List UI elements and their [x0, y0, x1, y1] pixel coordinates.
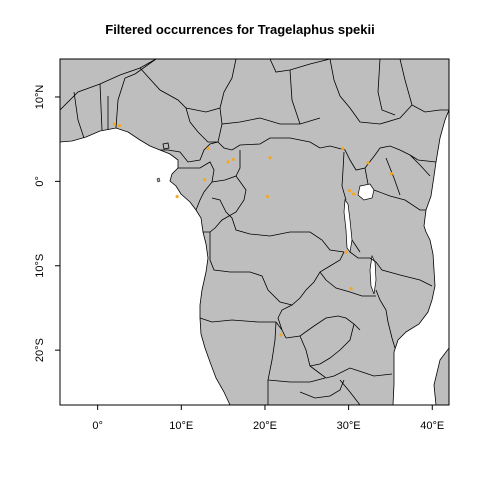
x-axis: 0° 10°E 20°E 30°E 40°E [92, 405, 444, 432]
occurrence-point [206, 146, 210, 151]
occurrence-point [175, 194, 179, 199]
y-tick-label: 10°N [34, 85, 46, 110]
lake-victoria [357, 183, 375, 201]
occurrence-point [112, 122, 116, 126]
occurrence-point [347, 189, 352, 193]
bioko-island [162, 142, 170, 150]
x-tick-label: 40°E [420, 420, 444, 432]
land-mass [60, 59, 449, 405]
occurrence-point [268, 156, 272, 160]
x-tick-label: 30°E [337, 420, 361, 432]
y-tick-label: 20°S [34, 338, 46, 362]
x-tick-label: 20°E [253, 420, 277, 432]
madagascar-coast [433, 347, 449, 405]
x-tick-label: 10°E [169, 420, 193, 432]
occurrence-point [341, 146, 345, 151]
occurrence-points [112, 122, 393, 337]
occurrence-point [389, 172, 393, 176]
plot-frame [59, 58, 450, 406]
occurrence-point [265, 194, 270, 199]
occurrence-point [349, 286, 353, 291]
lake-malawi [369, 254, 377, 295]
y-tick-label: 10°S [34, 254, 46, 278]
occurrence-point [203, 178, 207, 182]
map-title: Filtered occurrences for Tragelaphus spe… [105, 22, 375, 37]
occurrence-point [344, 250, 348, 254]
occurrence-point [231, 157, 235, 162]
x-tick-label: 0° [92, 420, 103, 432]
occurrence-point [352, 192, 356, 196]
y-tick-label: 0° [34, 176, 46, 187]
occurrence-point [366, 161, 370, 165]
occurrence-point [117, 124, 121, 128]
country-borders [60, 59, 449, 405]
y-axis: 10°N 0° 10°S 20°S [34, 85, 60, 362]
sao-tome-island [156, 177, 161, 183]
occurrence-point [279, 333, 283, 337]
occurrence-point [226, 160, 230, 164]
